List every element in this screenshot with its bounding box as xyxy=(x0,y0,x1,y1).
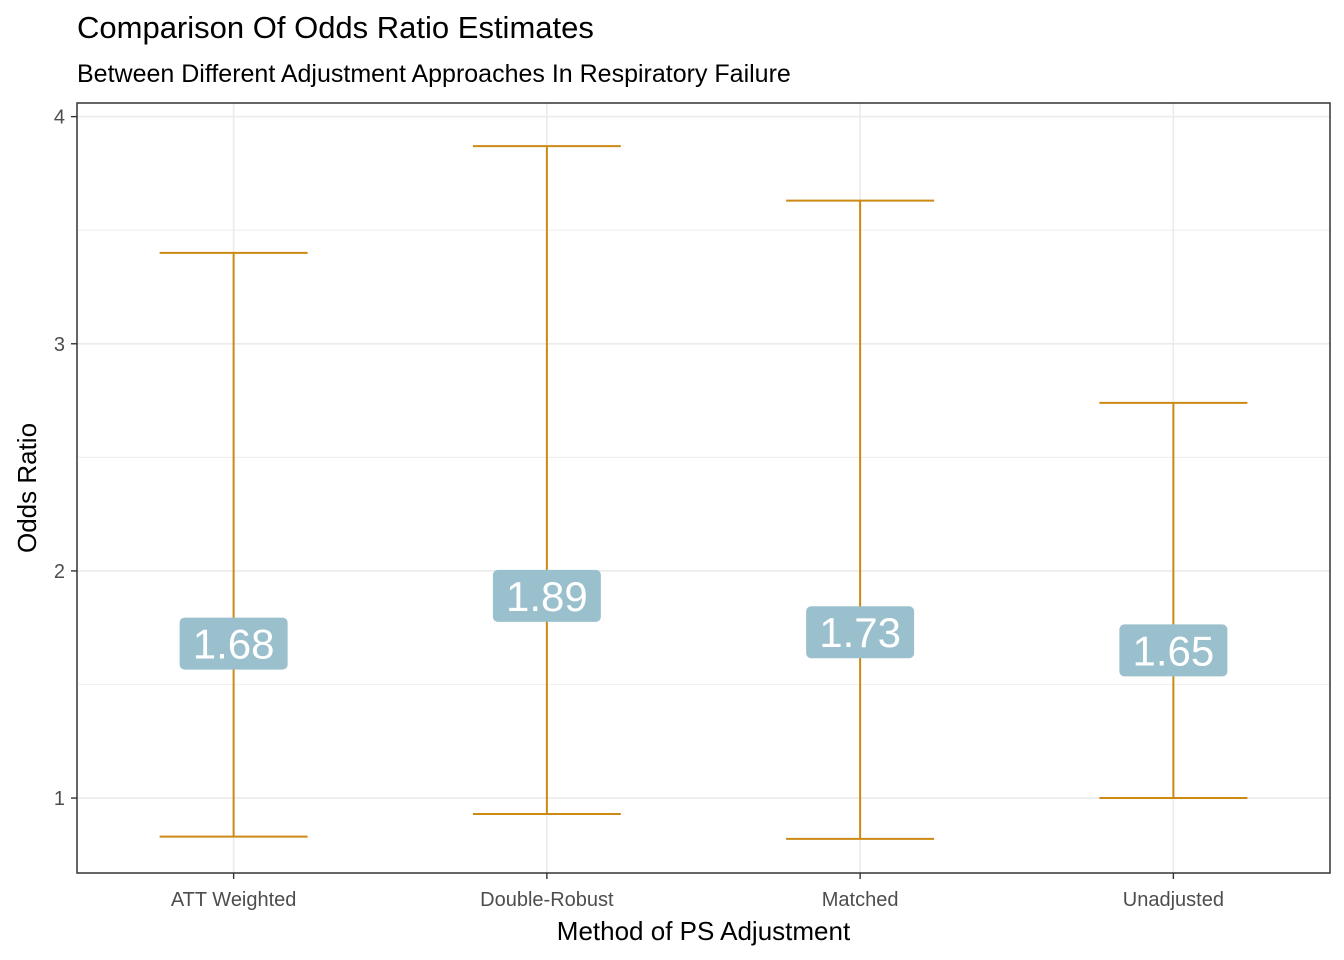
estimate-label: 1.65 xyxy=(1133,627,1215,674)
chart-subtitle: Between Different Adjustment Approaches … xyxy=(77,60,791,88)
y-tick-label: 3 xyxy=(54,334,65,356)
estimate-label-box xyxy=(179,617,288,670)
x-tick-label: Double-Robust xyxy=(480,889,614,911)
estimate-label: 1.73 xyxy=(819,609,901,656)
panel-background xyxy=(77,103,1330,873)
y-tick-label: 2 xyxy=(54,561,65,583)
x-axis-title: Method of PS Adjustment xyxy=(557,916,851,946)
y-tick-label: 1 xyxy=(54,788,65,810)
estimate-label-box xyxy=(1119,624,1228,677)
panel-border xyxy=(76,102,1331,874)
errorbar-group: 1.68 xyxy=(159,251,308,838)
estimate-label: 1.68 xyxy=(193,621,275,668)
estimate-label: 1.89 xyxy=(506,573,588,620)
chart-title: Comparison Of Odds Ratio Estimates xyxy=(77,10,594,45)
estimate-label-box xyxy=(492,569,601,622)
axis-layer: 1 2 3 4 ATT Weighted Double-Robust Matched Unad… xyxy=(54,107,1224,911)
errorbar-group: 1.65 xyxy=(1099,401,1248,800)
estimate-label-box xyxy=(806,606,915,659)
errorbar-group: 1.89 xyxy=(472,145,621,815)
marks-layer: 1.68 1.89 1.73 1.65 xyxy=(159,145,1248,840)
y-tick-label: 4 xyxy=(54,107,65,129)
errorbar-group: 1.73 xyxy=(786,199,935,840)
x-tick-label: Matched xyxy=(822,889,899,911)
x-tick-label: ATT Weighted xyxy=(171,889,297,911)
x-tick-label: Unadjusted xyxy=(1123,889,1224,911)
grid-layer xyxy=(77,103,1330,873)
y-axis-title: Odds Ratio xyxy=(12,423,42,553)
